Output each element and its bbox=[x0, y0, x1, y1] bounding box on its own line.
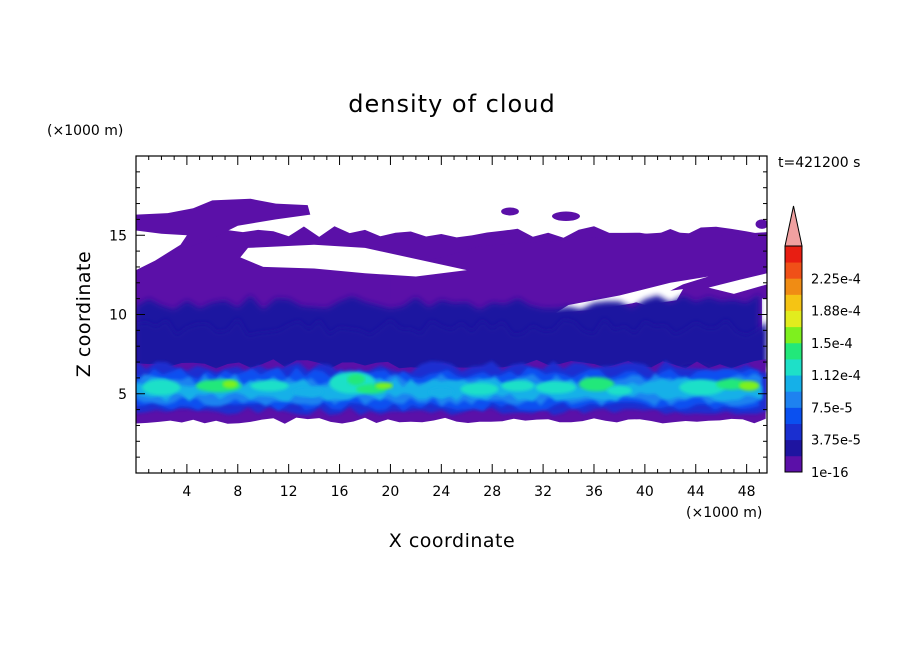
x-tick-label: 12 bbox=[280, 484, 298, 500]
dense-patch bbox=[578, 377, 615, 392]
x-axis-title: X coordinate bbox=[389, 530, 515, 552]
colorbar-label: 2.25e-4 bbox=[811, 272, 861, 287]
cloud-puff bbox=[755, 219, 767, 229]
colorbar-label: 1.5e-4 bbox=[811, 337, 853, 352]
colorbar-segment bbox=[785, 246, 802, 263]
x-tick-label: 24 bbox=[432, 484, 450, 500]
colorbar-label: 7.5e-5 bbox=[811, 401, 853, 416]
dense-patch bbox=[347, 374, 365, 385]
cloud-puff bbox=[501, 207, 519, 216]
colorbar-segment bbox=[785, 326, 802, 344]
dense-patch bbox=[739, 381, 760, 391]
colorbar-segment bbox=[785, 294, 802, 311]
y-tick-label: 10 bbox=[109, 308, 127, 324]
colorbar-label: 1.12e-4 bbox=[811, 369, 861, 384]
colorbar: 1e-16 3.75e-5 7.5e-5 1.12e-4 1.5e-4 1.88e-4 2.… bbox=[784, 205, 861, 481]
colorbar-segment bbox=[785, 262, 802, 279]
dense-patch bbox=[375, 382, 393, 389]
x-tick-label: 28 bbox=[483, 484, 501, 500]
colorbar-segment bbox=[785, 375, 802, 392]
dense-patch bbox=[292, 387, 324, 398]
cloud-puff bbox=[552, 211, 580, 221]
x-tick-label: 32 bbox=[534, 484, 552, 500]
dense-patch bbox=[250, 380, 289, 392]
colorbar-label: 3.75e-5 bbox=[811, 434, 861, 449]
cloud-gap bbox=[708, 273, 767, 294]
x-tick-label: 44 bbox=[687, 484, 705, 500]
y-unit-label: (×1000 m) bbox=[47, 123, 123, 139]
dense-patch bbox=[428, 387, 454, 398]
cloud-field bbox=[136, 198, 767, 424]
chart-title: density of cloud bbox=[348, 90, 555, 118]
x-tick-label: 8 bbox=[233, 484, 242, 500]
colorbar-segment bbox=[785, 423, 802, 441]
dense-patch bbox=[535, 381, 577, 394]
colorbar-segment bbox=[785, 278, 802, 295]
time-label: t=421200 s bbox=[778, 155, 860, 171]
x-tick-label: 4 bbox=[182, 484, 191, 500]
x-unit-label: (×1000 m) bbox=[686, 505, 762, 521]
y-axis-title: Z coordinate bbox=[73, 251, 95, 377]
colorbar-segment bbox=[785, 342, 802, 360]
cloud-gap bbox=[136, 230, 187, 271]
dense-patch bbox=[222, 380, 238, 389]
colorbar-segment bbox=[785, 391, 802, 408]
colorbar-segment bbox=[785, 439, 802, 457]
dense-patch bbox=[679, 379, 725, 396]
dense-patch bbox=[501, 380, 535, 392]
colorbar-extend-arrow bbox=[784, 205, 803, 247]
y-tick-label: 15 bbox=[109, 228, 127, 244]
dense-patch bbox=[606, 385, 633, 396]
cloud-gap bbox=[240, 244, 467, 277]
dense-patch bbox=[716, 378, 747, 390]
colorbar-segment bbox=[785, 359, 802, 376]
y-tick-label: 5 bbox=[118, 387, 127, 403]
cloud-mid-layer-2 bbox=[136, 318, 767, 375]
colorbar-segment bbox=[785, 407, 802, 424]
x-tick-label: 40 bbox=[636, 484, 654, 500]
cloud-upper-sheet-right bbox=[390, 232, 767, 299]
x-tick-label: 48 bbox=[738, 484, 756, 500]
dense-patch bbox=[142, 379, 181, 396]
dense-patch bbox=[460, 382, 499, 396]
colorbar-segment bbox=[785, 455, 802, 473]
x-tick-label: 36 bbox=[585, 484, 603, 500]
colorbar-label: 1.88e-4 bbox=[811, 305, 861, 320]
colorbar-label: 1e-16 bbox=[811, 466, 849, 481]
x-tick-label: 20 bbox=[382, 484, 400, 500]
x-tick-label: 16 bbox=[331, 484, 349, 500]
colorbar-segment bbox=[785, 310, 802, 328]
